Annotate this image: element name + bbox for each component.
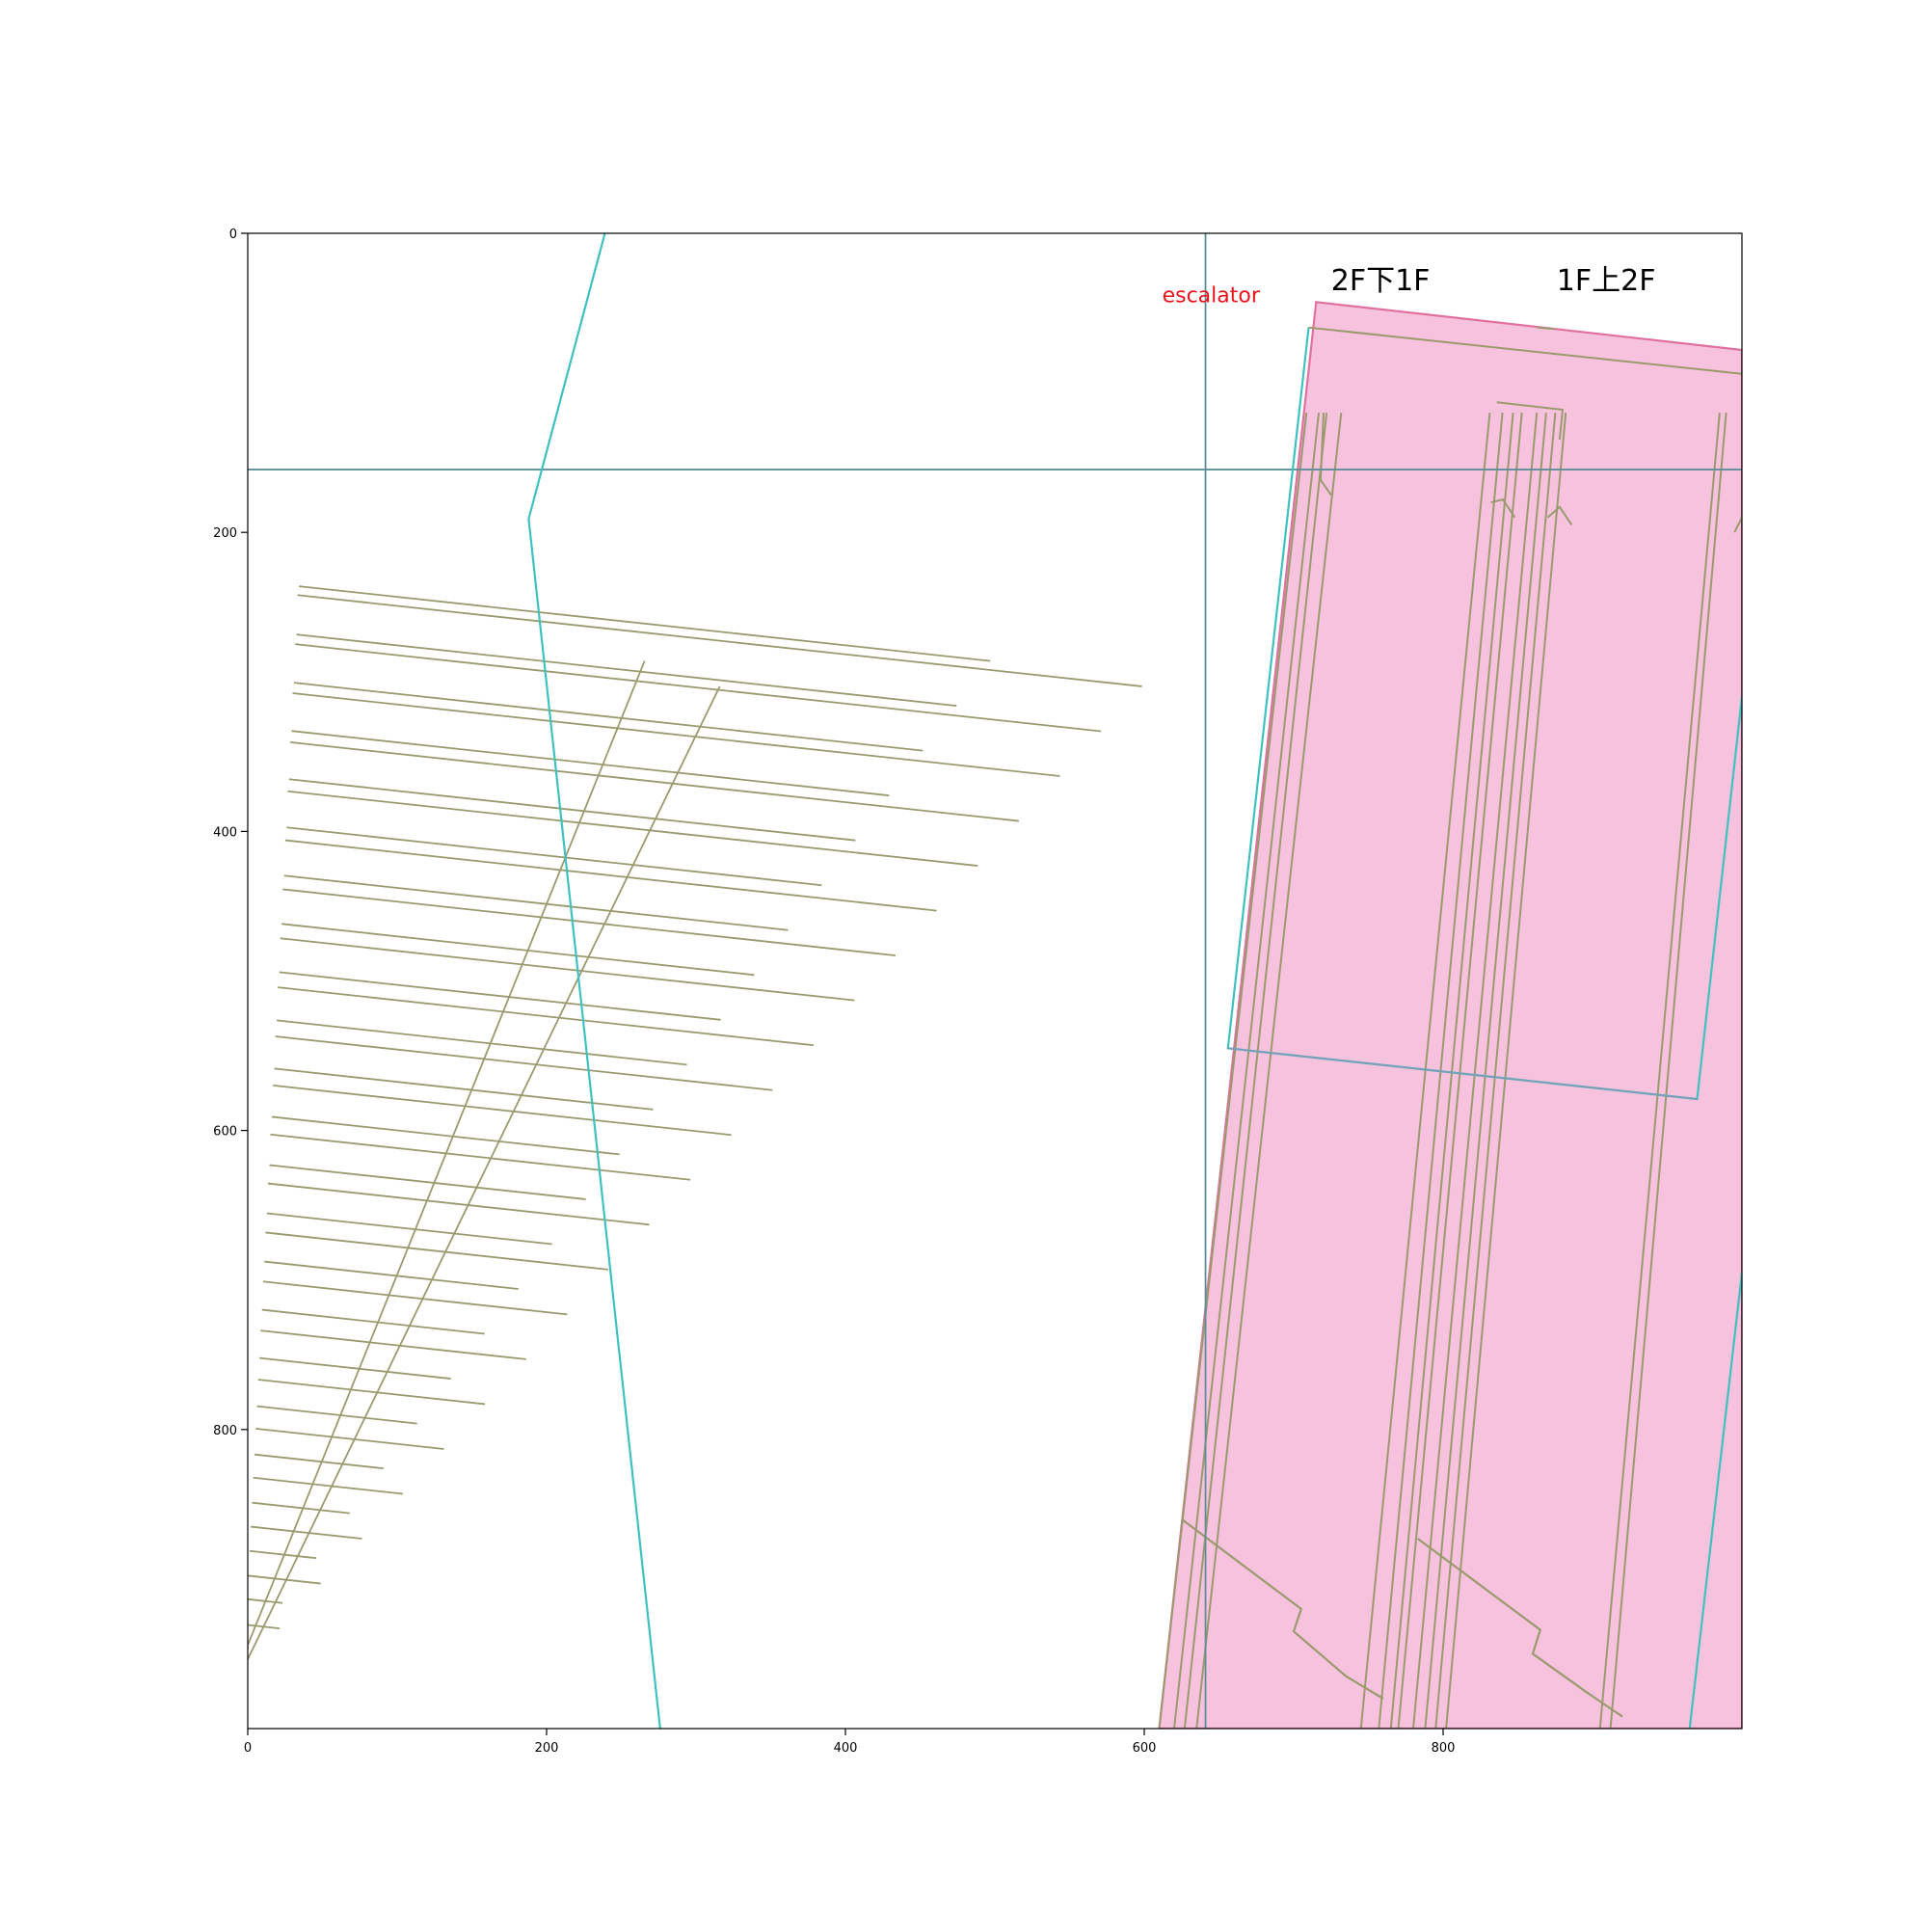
step-line-down-16	[259, 1358, 451, 1379]
step-line-up-8	[278, 987, 814, 1045]
step-line-up-16	[258, 1380, 485, 1404]
step-line-up-9	[276, 1036, 773, 1090]
down-direction-label: 2F下1F	[1331, 264, 1431, 298]
x-tick-label-0: 0	[244, 1741, 252, 1756]
step-line-down-15	[262, 1310, 485, 1334]
up-direction-label: 1F上2F	[1557, 264, 1656, 298]
step-line-up-6	[282, 889, 896, 955]
step-line-down-1	[297, 634, 957, 706]
step-line-up-15	[260, 1330, 525, 1359]
y-tick-label-800: 800	[213, 1424, 237, 1438]
escalator-label: escalator	[1163, 283, 1261, 308]
plan-labels: escalator 2F下1F 1F上2F	[1163, 264, 1656, 308]
step-line-up-14	[263, 1281, 567, 1314]
step-line-down-3	[291, 731, 889, 795]
step-line-up-11	[271, 1135, 691, 1180]
step-line-down-13	[267, 1214, 552, 1245]
y-tick-label-0: 0	[229, 228, 237, 242]
x-tick-label-800: 800	[1432, 1741, 1456, 1756]
step-line-down-17	[257, 1407, 417, 1424]
step-line-up-0	[298, 595, 1142, 686]
step-divider-down	[214, 661, 645, 1729]
step-line-up-22	[239, 1674, 244, 1675]
step-line-down-10	[275, 1068, 654, 1109]
step-line-down-7	[281, 924, 754, 975]
x-tick-label-200: 200	[535, 1741, 559, 1756]
step-line-down-12	[269, 1165, 585, 1198]
step-line-up-18	[254, 1478, 403, 1494]
step-line-down-23	[215, 1693, 242, 1696]
step-line-down-14	[264, 1262, 518, 1289]
escalator-area	[1160, 302, 1743, 1729]
step-line-down-11	[272, 1116, 620, 1154]
step-line-down-5	[286, 827, 821, 885]
cyan-left-outline	[528, 233, 659, 1729]
step-line-up-2	[293, 693, 1060, 776]
step-line-up-3	[290, 742, 1019, 821]
step-line-up-13	[265, 1232, 607, 1269]
step-line-up-7	[281, 938, 855, 1000]
step-line-up-17	[255, 1429, 443, 1449]
step-line-down-4	[289, 779, 855, 840]
y-tick-label-200: 200	[213, 526, 237, 541]
step-line-up-12	[268, 1184, 649, 1225]
step-line-down-2	[294, 683, 923, 750]
x-tick-label-400: 400	[834, 1741, 858, 1756]
step-line-down-6	[284, 875, 789, 929]
y-tick-label-400: 400	[213, 825, 237, 840]
plan-drawing	[198, 233, 1742, 1729]
step-line-down-0	[299, 586, 990, 660]
x-tick-label-600: 600	[1133, 1741, 1157, 1756]
step-line-up-23	[198, 1718, 241, 1723]
step-line-up-1	[295, 644, 1101, 731]
y-tick-label-600: 600	[213, 1125, 237, 1140]
step-line-up-4	[287, 792, 977, 866]
